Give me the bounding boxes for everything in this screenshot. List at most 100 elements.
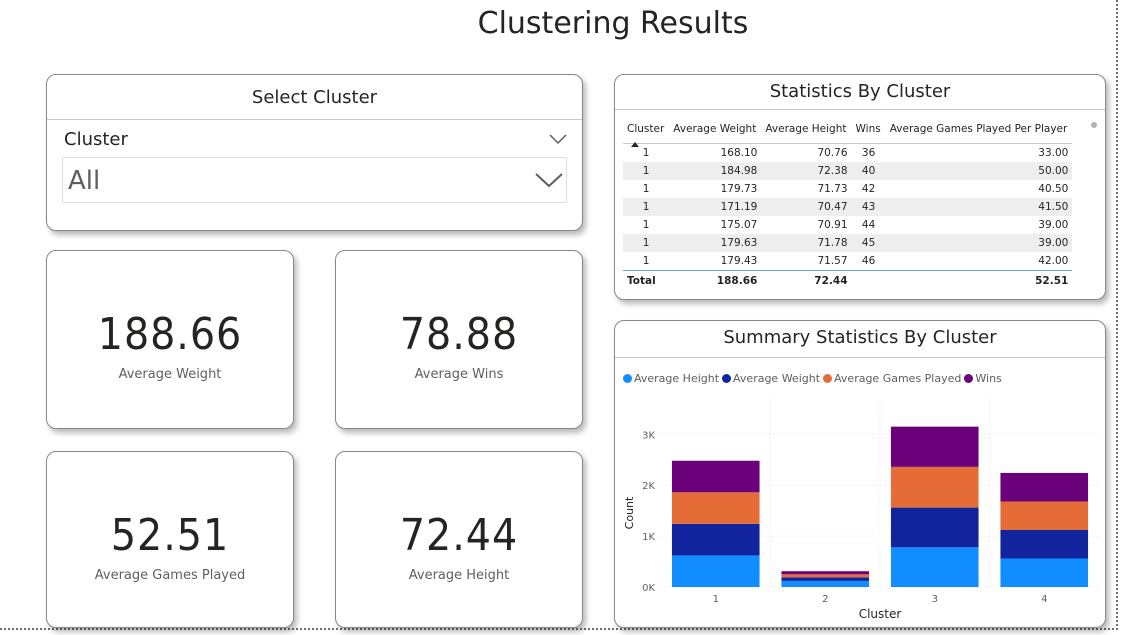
slicer-title: Select Cluster [47,75,582,120]
column-header-average-games-played[interactable]: Average Games Played Per Player [885,123,1073,144]
cluster-dropdown[interactable]: All [62,157,567,203]
canvas-bottom-border [0,628,1118,630]
bar-segment[interactable] [890,547,979,587]
cell-average-games-played: 50.00 [885,162,1073,180]
cell-average-weight: 171.19 [669,198,762,216]
table-header-row: Cluster Average Weight Average Height Wi… [623,123,1073,144]
cell-average-games-played: 40.50 [1038,183,1069,195]
kpi-label: Average Height [408,568,510,583]
page-title: Clustering Results [477,6,749,41]
cell-wins: 44 [861,219,876,231]
cell-average-games-played: 39.00 [885,234,1073,252]
legend-label: Average Height [634,372,720,385]
cell-average-games-played: 33.00 [1038,147,1069,159]
table-scrollbar[interactable] [1091,122,1097,128]
bar-segment[interactable] [890,507,979,548]
sort-ascending-icon[interactable] [631,142,639,147]
chart-title: Summary Statistics By Cluster [615,321,1105,358]
cell-average-games-played: 41.50 [885,198,1073,216]
total-cell-average-games-played: 52.51 [885,270,1073,291]
cell-average-weight: 184.98 [669,162,762,180]
cell-average-games-played: 39.00 [1038,219,1069,231]
total-cell-average-height: 72.44 [761,270,852,291]
table-row[interactable]: 1 179.63 71.78 45 39.00 [623,234,1073,252]
summary-chart-card: Summary Statistics By Cluster Average He… [614,320,1106,628]
cell-average-height: 71.78 [761,234,852,252]
cell-average-height: 70.91 [817,219,848,231]
bar-segment[interactable] [890,426,979,467]
chevron-down-icon[interactable] [549,130,567,148]
kpi-card-average-wins: 78.88 Average Wins [335,250,583,429]
statistics-table: Cluster Average Weight Average Height Wi… [623,123,1073,291]
y-tick-label: 1K [642,532,655,543]
bar-segment[interactable] [1000,501,1089,530]
x-tick-label: 2 [822,594,828,605]
table-row[interactable]: 1 175.07 70.91 44 39.00 [623,216,1072,234]
legend-label: Wins [975,372,1002,385]
dropdown-chevron-icon[interactable] [534,169,564,191]
bar-segment[interactable] [781,577,870,581]
table-title: Statistics By Cluster [615,75,1105,110]
bar-segment[interactable] [1000,558,1089,587]
cell-wins: 45 [851,234,886,252]
total-cell-cluster: Total [623,270,670,291]
legend-item[interactable]: Average Height [623,372,719,385]
legend-label: Average Weight [733,372,821,385]
cell-average-weight: 179.43 [720,255,758,267]
cell-cluster: 1 [642,219,650,231]
y-tick-label: 2K [642,481,655,492]
cell-cluster: 1 [642,255,650,267]
stacked-bar-chart: 0K 1K 2K 3K 1 2 3 4 Cluster Count [623,397,1099,621]
cell-average-height: 70.76 [817,147,848,159]
table-row[interactable]: 1 171.19 70.47 43 41.50 [623,198,1073,216]
legend-marker-icon [623,374,632,383]
dropdown-selected-value: All [68,166,101,196]
bar-segment[interactable] [671,523,760,556]
cell-cluster: 1 [642,147,650,159]
bar-segment[interactable] [671,492,760,524]
cell-wins: 46 [861,255,876,267]
bar-segment[interactable] [781,574,870,578]
table-row[interactable]: 1 168.10 70.76 36 33.00 [623,144,1072,163]
kpi-value: 78.88 [399,309,519,360]
legend-item[interactable]: Average Weight [722,372,820,385]
total-cell-average-weight: 188.66 [669,270,762,291]
cell-average-height: 71.73 [817,183,848,195]
column-header-wins[interactable]: Wins [851,123,886,144]
table-total-row: Total 188.66 72.44 52.51 [623,270,1073,291]
bar-segment[interactable] [781,571,870,575]
kpi-card-average-weight: 188.66 Average Weight [46,250,294,429]
table-row[interactable]: 1 184.98 72.38 40 50.00 [623,162,1073,180]
statistics-table-card: Statistics By Cluster Cluster Average We… [614,74,1106,300]
kpi-label: Average Weight [118,367,222,382]
bar-segment[interactable] [1000,472,1089,502]
x-axis-title: Cluster [859,607,902,621]
legend-item[interactable]: Average Games Played [823,372,961,385]
cell-cluster: 1 [623,234,670,252]
y-axis-title: Count [623,496,636,529]
bar-segment[interactable] [1000,529,1089,559]
cell-average-height: 72.38 [761,162,852,180]
table-row[interactable]: 1 179.43 71.57 46 42.00 [623,252,1072,271]
cell-cluster: 1 [623,198,670,216]
bar-segment[interactable] [671,460,760,493]
cell-average-weight: 175.07 [720,219,758,231]
cell-average-height: 71.57 [817,255,848,267]
column-header-cluster[interactable]: Cluster [623,123,670,144]
legend-marker-icon [964,374,974,383]
kpi-label: Average Games Played [94,568,246,583]
bar-segment[interactable] [890,466,979,508]
table-row[interactable]: 1 179.73 71.73 42 40.50 [623,180,1072,198]
kpi-card-average-height: 72.44 Average Height [335,451,583,628]
cluster-slicer: Select Cluster Cluster All [46,74,583,231]
kpi-value: 188.66 [97,309,243,360]
bar-segment[interactable] [671,555,760,587]
column-header-average-weight[interactable]: Average Weight [669,123,762,144]
cell-cluster: 1 [623,162,670,180]
y-tick-label: 0K [642,583,655,594]
bar-segment[interactable] [781,580,870,587]
column-header-average-height[interactable]: Average Height [761,123,852,144]
cell-wins: 43 [851,198,886,216]
x-tick-label: 3 [932,594,938,605]
legend-item[interactable]: Wins [964,372,1002,385]
